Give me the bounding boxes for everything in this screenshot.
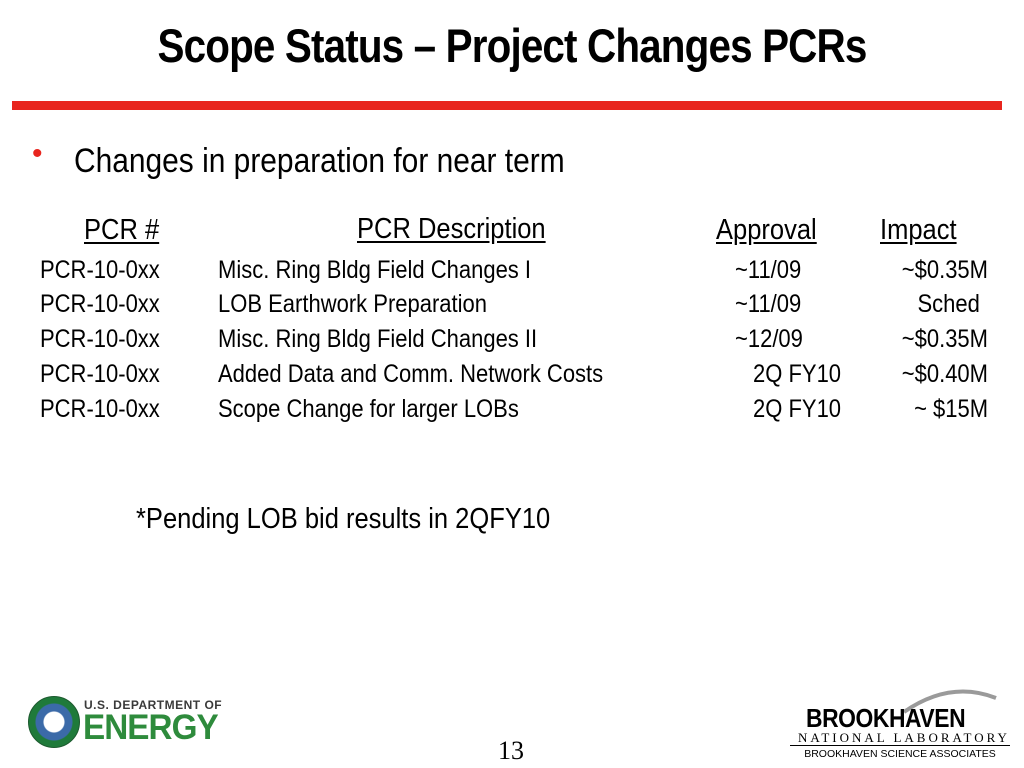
brookhaven-name: BROOKHAVEN <box>806 703 966 733</box>
table-row: PCR-10-0xx Misc. Ring Bldg Field Changes… <box>0 325 1024 359</box>
table-row: PCR-10-0xx LOB Earthwork Preparation ~11… <box>0 290 1024 324</box>
table-row: PCR-10-0xx Added Data and Comm. Network … <box>0 360 1024 394</box>
pcr-description: Misc. Ring Bldg Field Changes II <box>218 325 538 353</box>
page-number: 13 <box>498 736 524 765</box>
pcr-approval: ~11/09 <box>735 290 802 318</box>
footnote: *Pending LOB bid results in 2QFY10 <box>136 503 551 535</box>
bullet-text: Changes in preparation for near term <box>74 142 565 180</box>
header-impact: Impact <box>880 214 957 246</box>
header-pcr-number: PCR # <box>84 214 160 246</box>
header-pcr-description: PCR Description <box>357 213 546 245</box>
pcr-number: PCR-10-0xx <box>40 395 160 423</box>
brookhaven-logo: BROOKHAVEN NATIONAL LABORATORY BROOKHAVE… <box>790 684 1020 764</box>
brookhaven-associates: BROOKHAVEN SCIENCE ASSOCIATES <box>790 745 1010 764</box>
pcr-impact: ~$0.35M <box>901 325 988 353</box>
pcr-description: LOB Earthwork Preparation <box>218 290 488 318</box>
brookhaven-arc-icon <box>902 689 997 714</box>
doe-logo-top-text: U.S. DEPARTMENT OF <box>84 698 223 712</box>
pcr-approval: ~11/09 <box>735 256 802 284</box>
pcr-description: Added Data and Comm. Network Costs <box>218 360 604 388</box>
pcr-number: PCR-10-0xx <box>40 360 160 388</box>
pcr-number: PCR-10-0xx <box>40 290 160 318</box>
pcr-impact: ~ $15M <box>913 395 988 423</box>
pcr-description: Misc. Ring Bldg Field Changes I <box>218 256 532 284</box>
slide-title: Scope Status – Project Changes PCRs <box>157 19 868 72</box>
doe-seal-icon <box>28 696 80 748</box>
bullet-icon: • <box>32 137 43 170</box>
doe-logo-main-text: ENERGY <box>83 708 219 747</box>
pcr-impact: Sched <box>917 290 980 318</box>
table-row: PCR-10-0xx Scope Change for larger LOBs … <box>0 395 1024 429</box>
pcr-description: Scope Change for larger LOBs <box>218 395 519 423</box>
pcr-number: PCR-10-0xx <box>40 256 160 284</box>
table-row: PCR-10-0xx Misc. Ring Bldg Field Changes… <box>0 256 1024 290</box>
pcr-number: PCR-10-0xx <box>40 325 160 353</box>
doe-logo: U.S. DEPARTMENT OF ENERGY <box>28 694 240 754</box>
header-approval: Approval <box>716 214 817 246</box>
brookhaven-subtitle: NATIONAL LABORATORY <box>798 730 1010 745</box>
pcr-approval: 2Q FY10 <box>753 395 842 423</box>
title-divider <box>12 101 1002 110</box>
pcr-approval: ~12/09 <box>735 325 803 353</box>
pcr-approval: 2Q FY10 <box>753 360 842 388</box>
pcr-impact: ~$0.35M <box>901 256 988 284</box>
pcr-impact: ~$0.40M <box>901 360 988 388</box>
